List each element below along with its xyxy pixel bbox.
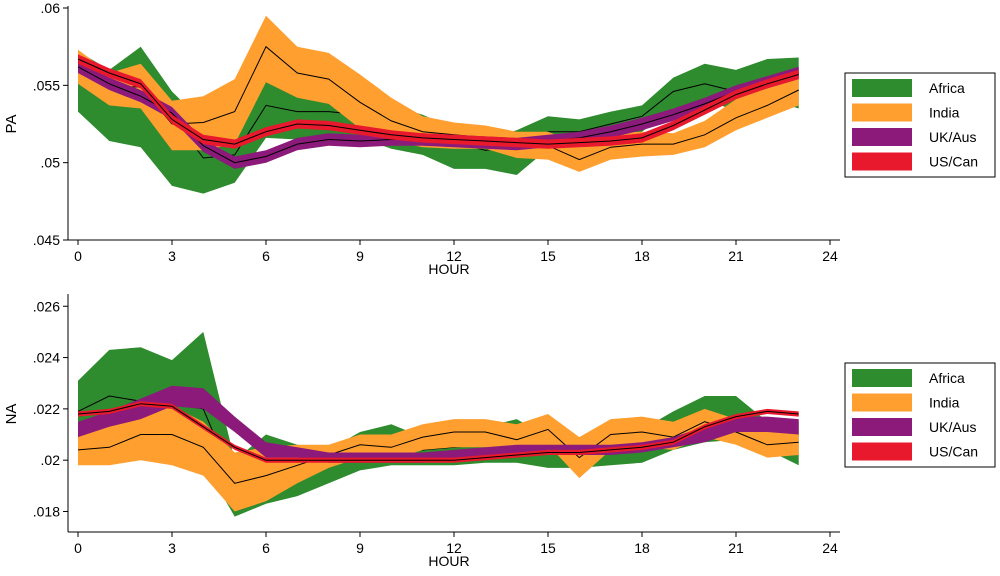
x-tick-label: 18 <box>634 248 650 264</box>
legend-swatch-us-can <box>852 152 912 171</box>
mean-line-india <box>77 421 799 484</box>
legend-label-africa: Africa <box>929 80 965 96</box>
x-tick-label: 15 <box>540 248 556 264</box>
y-tick-label: .055 <box>33 77 60 93</box>
band-india <box>78 15 799 172</box>
x-tick-label: 12 <box>446 248 462 264</box>
mean-line-india <box>77 45 799 161</box>
y-tick-label: .022 <box>33 401 60 417</box>
x-tick-label: 3 <box>168 248 176 264</box>
x-tick-label: 6 <box>262 540 270 556</box>
y-tick-label: .045 <box>33 232 60 248</box>
legend-swatch-uk-aus <box>852 128 912 146</box>
x-tick-label: 9 <box>356 248 364 264</box>
x-tick-label: 9 <box>356 540 364 556</box>
legend-label-uk-aus: UK/Aus <box>929 129 976 145</box>
legend: Africa India UK/Aus US/Can <box>844 362 996 468</box>
y-tick-label: .05 <box>41 155 61 171</box>
x-tick-label: 0 <box>74 540 82 556</box>
y-tick-label: .024 <box>33 350 60 366</box>
legend-label-india: India <box>929 105 960 121</box>
x-tick-label: 15 <box>540 540 556 556</box>
band-india <box>78 406 799 512</box>
legend-label-india: India <box>929 395 960 411</box>
legend-swatch-africa <box>852 79 912 97</box>
mean-line-us-can <box>77 58 799 145</box>
y-axis-title: NA <box>3 404 20 425</box>
legend-label-uk-aus: UK/Aus <box>929 419 976 435</box>
y-tick-label: .06 <box>41 0 61 16</box>
legend-label-africa: Africa <box>929 370 965 386</box>
y-axis-title: PA <box>3 115 20 134</box>
x-tick-label: 21 <box>728 540 744 556</box>
legend-swatch-us-can <box>852 442 912 461</box>
x-tick-label: 12 <box>446 540 462 556</box>
legend: Africa India UK/Aus US/Can <box>844 72 996 178</box>
legend-swatch-india <box>852 103 912 122</box>
band-us-can <box>78 401 799 463</box>
pa-panel: .045 .05 .055 .06 0 3 6 9 12 15 18 21 24 HOUR PA Africa… <box>3 0 996 277</box>
mean-line-us-can <box>77 403 799 461</box>
y-tick-label: .02 <box>41 452 61 468</box>
na-panel: .018 .02 .022 .024 .026 0 3 6 9 12 15 18 21 24 HOUR NA A… <box>3 294 996 569</box>
x-axis-title: HOUR <box>428 553 469 569</box>
y-tick-label: .026 <box>33 298 60 314</box>
x-tick-label: 6 <box>262 248 270 264</box>
y-tick-label: .018 <box>33 503 60 519</box>
x-tick-label: 24 <box>822 540 838 556</box>
legend-swatch-uk-aus <box>852 418 912 436</box>
x-tick-label: 21 <box>728 248 744 264</box>
legend-label-us-can: US/Can <box>929 154 978 170</box>
x-tick-label: 3 <box>168 540 176 556</box>
legend-swatch-africa <box>852 369 912 387</box>
legend-label-us-can: US/Can <box>929 444 978 460</box>
x-tick-label: 0 <box>74 248 82 264</box>
band-uk-aus <box>78 385 799 463</box>
x-tick-label: 24 <box>822 248 838 264</box>
x-axis-title: HOUR <box>428 261 469 277</box>
x-tick-label: 18 <box>634 540 650 556</box>
band-uk-aus <box>78 60 799 169</box>
legend-swatch-india <box>852 393 912 412</box>
